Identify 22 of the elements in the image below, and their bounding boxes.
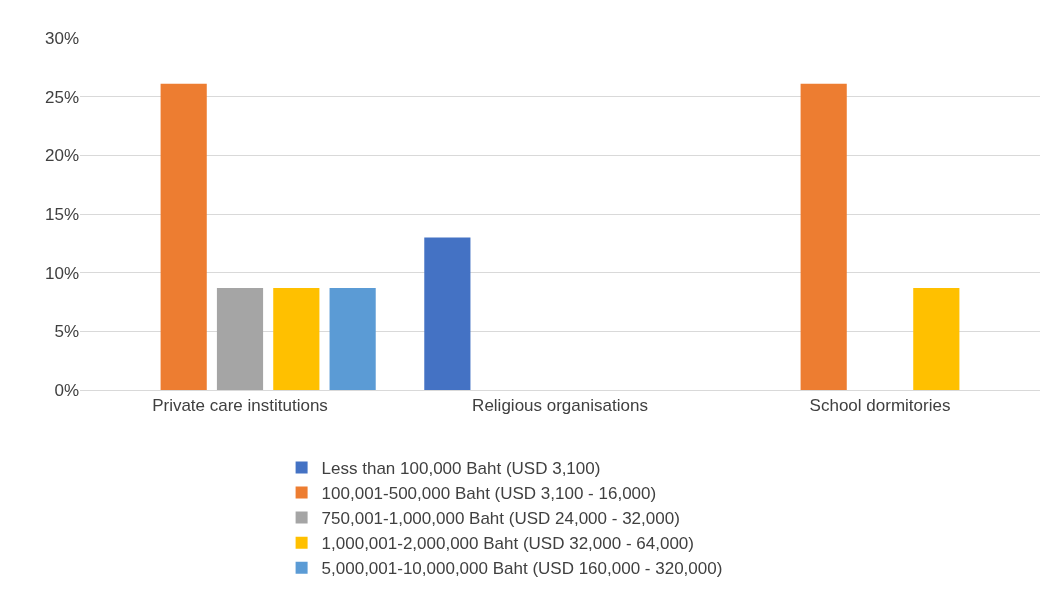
bar	[329, 287, 376, 390]
legend-label: 1,000,001-2,000,000 Baht (USD 32,000 - 64,000)	[321, 534, 694, 554]
y-tick-label: 10%	[44, 263, 79, 283]
y-tick-label: 15%	[44, 204, 79, 224]
y-tick-label: 5%	[54, 322, 79, 342]
legend-label: Less than 100,000 Baht (USD 3,100)	[321, 459, 601, 479]
x-tick-label: Private care institutions	[152, 396, 328, 416]
y-tick-label: 20%	[44, 146, 79, 166]
x-tick-label: Religious organisations	[472, 396, 648, 416]
legend-label: 5,000,001-10,000,000 Baht (USD 160,000 - 320,000)	[321, 559, 723, 579]
y-tick-label: 0%	[54, 380, 79, 400]
legend-label: 750,001-1,000,000 Baht (USD 24,000 - 32,000)	[321, 509, 680, 529]
y-tick-label: 30%	[44, 28, 79, 48]
bar	[160, 83, 207, 390]
y-tick-label: 25%	[44, 87, 79, 107]
bar	[273, 287, 320, 390]
legend-label: 100,001-500,000 Baht (USD 3,100 - 16,000)	[321, 484, 657, 504]
bar	[424, 237, 471, 390]
x-tick-label: School dormitories	[809, 396, 951, 416]
bar	[913, 287, 960, 390]
bar	[216, 287, 264, 390]
bar	[800, 83, 847, 390]
